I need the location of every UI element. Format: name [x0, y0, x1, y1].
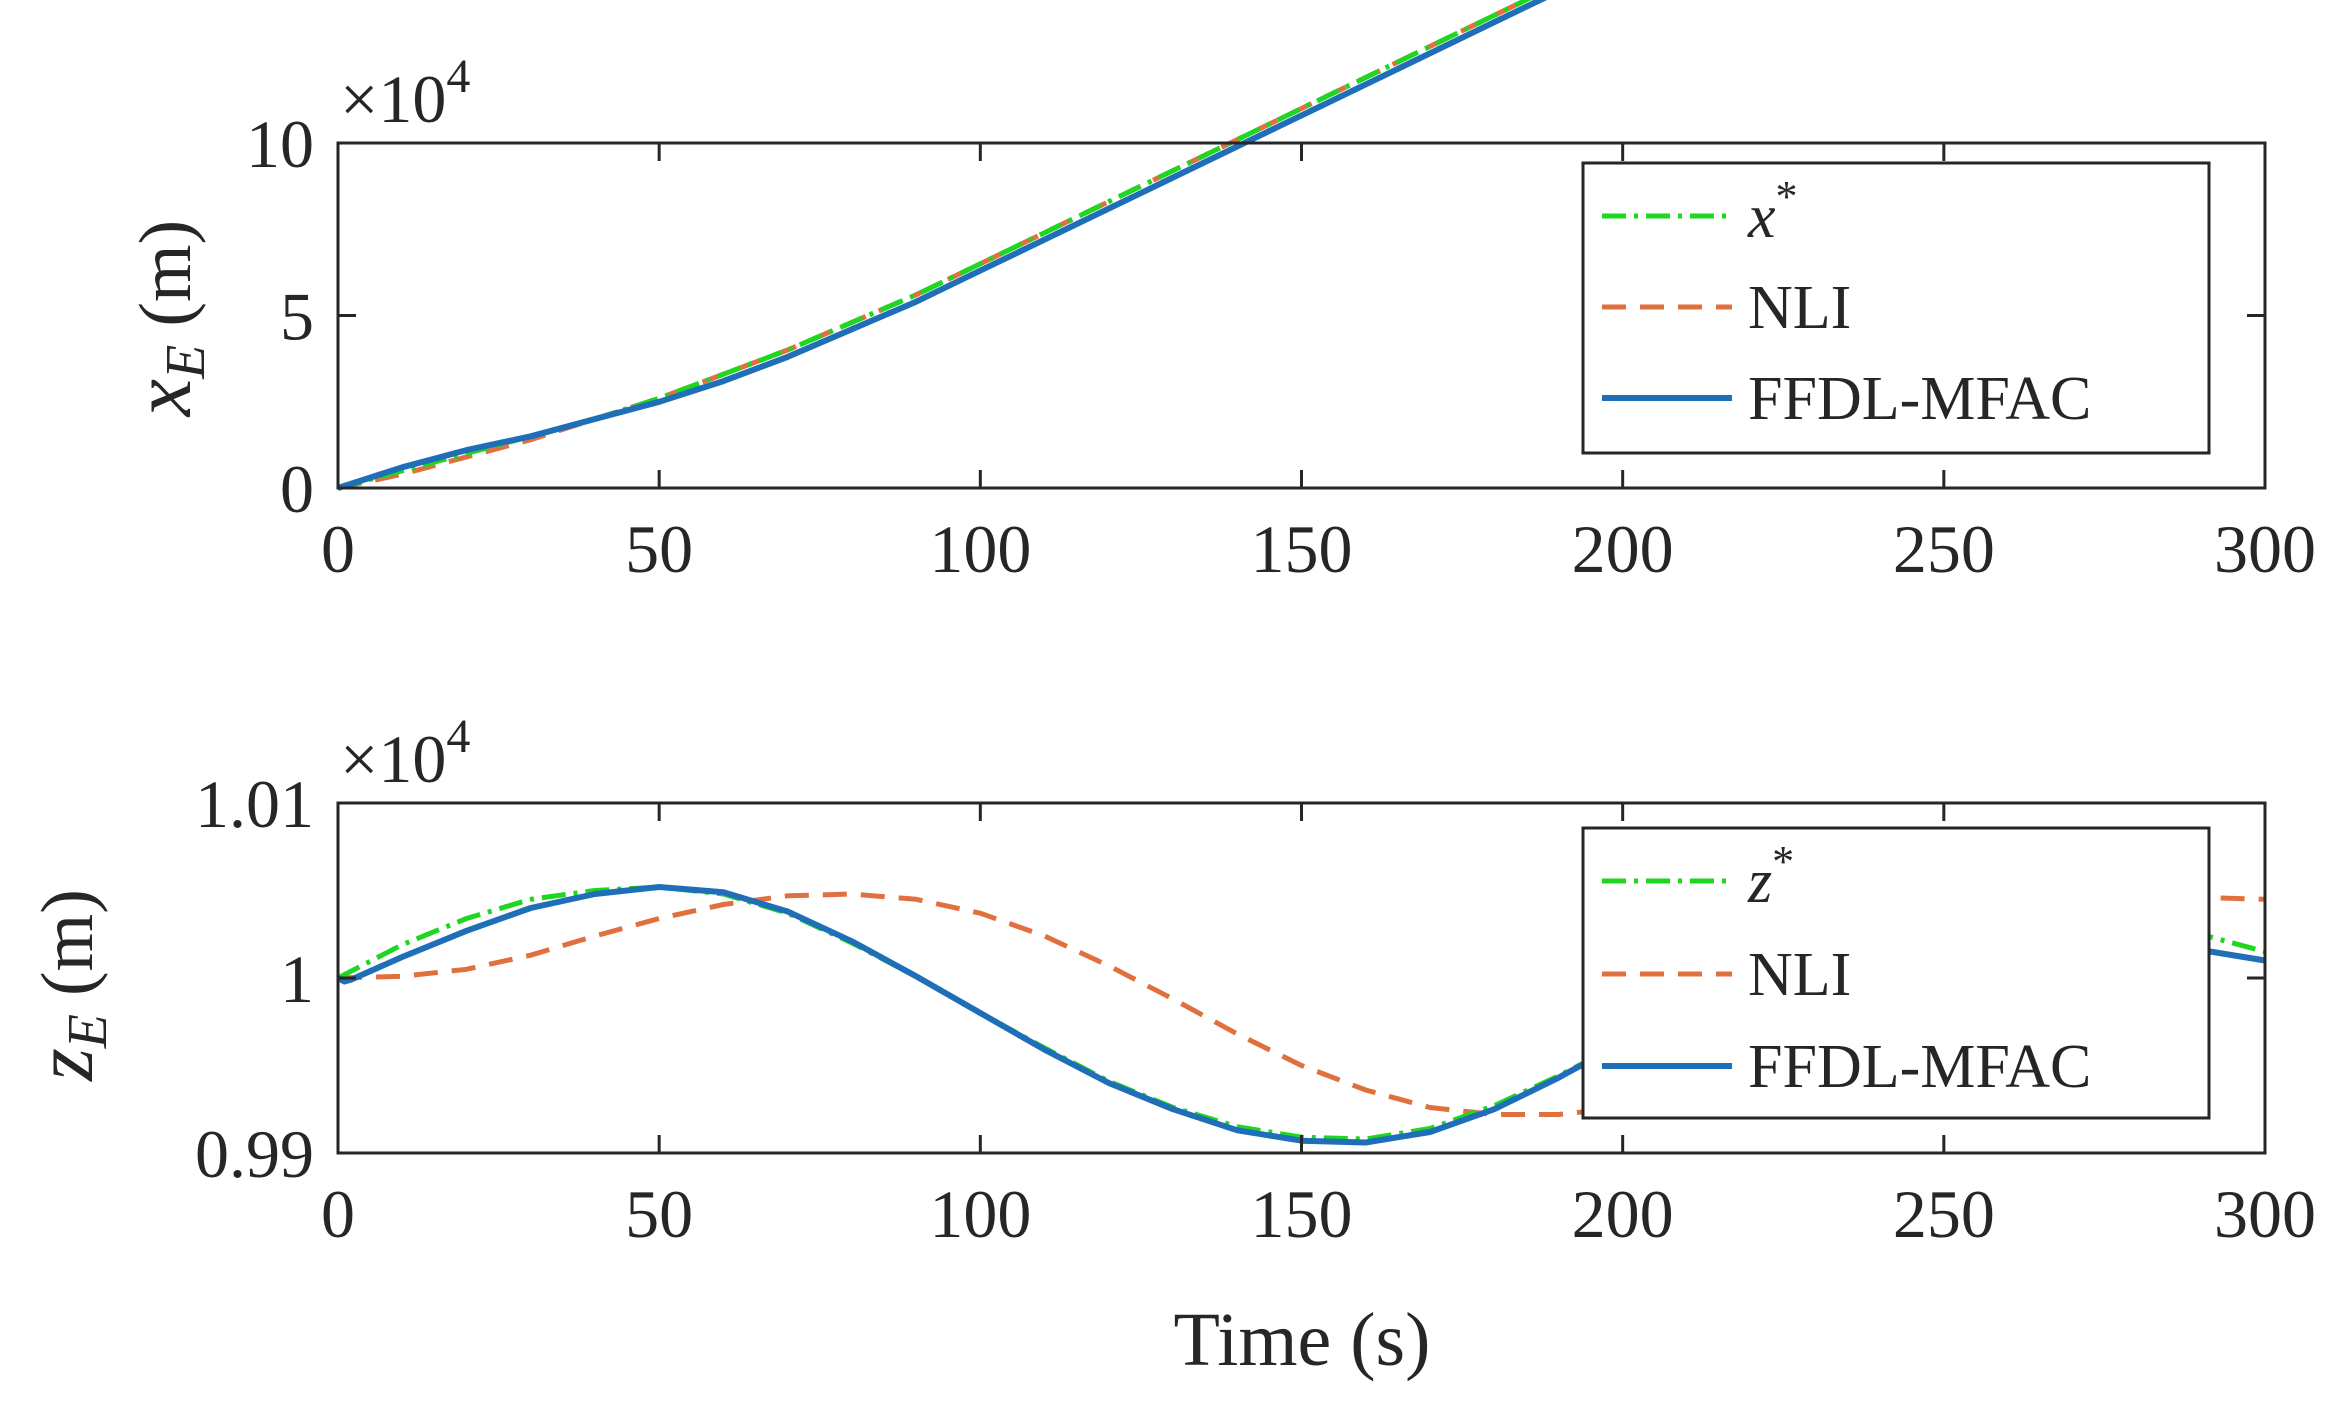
top-plot-data	[337, 0, 1548, 491]
top-subplot: 0 50 100 150 200 250 300 0 5 10 ×104 xE(m) x* NLI…	[116, 0, 2316, 587]
top-legend-label-nli: NLI	[1748, 274, 1851, 342]
bottom-legend: z* NLI FFDL-MFAC	[1581, 826, 2211, 1120]
top-x-tick-label: 0	[321, 511, 355, 587]
bottom-legend-label-ffdl-mfac: FFDL-MFAC	[1748, 1033, 2091, 1101]
top-series-ffdl-mfac-line	[337, 0, 1548, 491]
top-x-tick-label: 250	[1893, 511, 1995, 587]
bottom-y-label: zE(m)	[18, 889, 119, 1082]
bottom-x-tick-label: 150	[1251, 1176, 1353, 1252]
top-y-tick-label: 5	[280, 279, 314, 355]
bottom-y-tick-label: 1	[280, 941, 314, 1017]
top-ticks	[336, 141, 2267, 490]
bottom-x-tick-label: 250	[1893, 1176, 1995, 1252]
top-x-tick-label: 50	[625, 511, 693, 587]
top-x-tick-label: 200	[1572, 511, 1674, 587]
top-tick-labels: 0 50 100 150 200 250 300 0 5 10	[246, 106, 2316, 587]
bottom-y-tick-label: 1.01	[195, 766, 314, 842]
top-x-tick-label: 150	[1251, 511, 1353, 587]
top-y-tick-label: 0	[280, 451, 314, 527]
bottom-ticks	[336, 801, 2267, 1155]
bottom-legend-label-z-star: z*	[1747, 837, 1794, 916]
top-y-tick-label: 10	[246, 106, 314, 182]
bottom-exponent: ×104	[340, 710, 470, 797]
top-y-label: xE(m)	[116, 220, 217, 418]
top-legend: x* NLI FFDL-MFAC	[1581, 161, 2211, 455]
bottom-legend-label-nli: NLI	[1748, 941, 1851, 1009]
top-x-tick-label: 100	[929, 511, 1031, 587]
bottom-subplot: 0 50 100 150 200 250 300 0.99 1 1.01 ×104 zE(m) T…	[18, 710, 2316, 1382]
bottom-x-tick-label: 50	[625, 1176, 693, 1252]
bottom-x-tick-label: 100	[929, 1176, 1031, 1252]
bottom-y-tick-label: 0.99	[195, 1116, 314, 1192]
top-exponent: ×104	[340, 50, 470, 137]
top-x-tick-label: 300	[2214, 511, 2316, 587]
bottom-x-label: Time (s)	[1174, 1298, 1431, 1382]
top-legend-label-x-star: x*	[1747, 172, 1798, 251]
bottom-tick-labels: 0 50 100 150 200 250 300 0.99 1 1.01	[195, 766, 2316, 1252]
bottom-x-tick-label: 200	[1572, 1176, 1674, 1252]
top-series-nli-line	[337, 0, 1532, 491]
bottom-x-tick-label: 300	[2214, 1176, 2316, 1252]
top-legend-label-ffdl-mfac: FFDL-MFAC	[1748, 365, 2091, 433]
bottom-x-tick-label: 0	[321, 1176, 355, 1252]
